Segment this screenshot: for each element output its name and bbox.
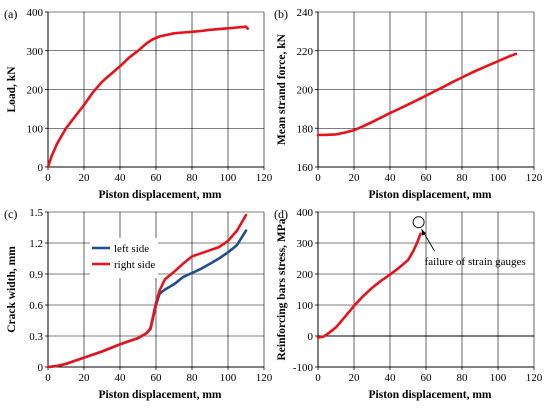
y-axis-title: Load, kN [6,66,18,113]
x-tick-label: 60 [151,372,163,384]
y-tick-label: 1.2 [29,238,43,250]
y-tick-label: 200 [27,85,44,97]
y-tick-label: 0 [38,162,44,174]
annotation-arrowhead [421,229,427,236]
y-tick-label: 100 [297,300,314,312]
x-tick-label: 60 [151,172,163,184]
panel-letter: (c) [4,207,17,221]
x-tick-label: 0 [315,172,321,184]
y-tick-label: -100 [293,362,314,374]
legend-label: left side [114,243,149,255]
panel-letter: (a) [4,7,17,21]
x-tick-label: 40 [115,172,127,184]
x-tick-label: 100 [490,172,507,184]
y-tick-label: 180 [297,123,314,135]
x-tick-label: 80 [187,172,199,184]
chart-panel-2: 0 20 40 60 80 100 120 160 180 200 220 240 Piston dis… [274,7,543,201]
x-tick-label: 100 [490,372,507,384]
y-tick-label: 200 [297,85,314,97]
panel-letter: (d) [274,207,288,221]
y-tick-label: 240 [297,7,314,19]
x-tick-label: 40 [385,372,397,384]
y-tick-label: 400 [297,207,314,219]
x-axis-title: Piston displacement, mm [99,189,222,201]
x-tick-label: 60 [421,172,433,184]
y-tick-label: 200 [297,269,314,281]
x-tick-label: 0 [315,372,321,384]
legend-box [90,238,158,278]
y-tick-label: 0 [308,331,314,343]
x-tick-label: 20 [349,372,361,384]
x-tick-label: 40 [385,172,397,184]
y-tick-label: 0.9 [29,269,43,281]
x-tick-label: 120 [256,372,273,384]
x-tick-label: 40 [115,372,127,384]
y-tick-label: 100 [27,123,44,135]
y-axis-title: Mean strand force, kN [276,33,288,145]
chart-panel-3: 0 20 40 60 80 100 120 0 0.3 0.6 0.9 1.2 1.5 Piston di… [4,207,273,401]
x-tick-label: 80 [187,372,199,384]
x-axis-title: Piston displacement, mm [99,389,222,401]
x-tick-label: 120 [526,172,543,184]
y-tick-label: 300 [27,46,44,58]
y-tick-label: 0.3 [29,331,43,343]
x-tick-label: 0 [45,172,51,184]
series-line-0 [316,52,518,137]
y-axis-title: Reinforcing bars stress, MPa [276,218,288,360]
chart-panel-1: 0 20 40 60 80 100 120 0 100 200 300 400 Piston displ… [4,7,273,201]
y-tick-label: 0 [38,362,44,374]
legend-label: right side [114,259,155,271]
y-tick-label: 1.5 [29,207,43,219]
panel-letter: (b) [274,7,288,21]
series-line-0 [46,25,250,169]
failure-circle-marker [412,216,425,229]
series-line-right-side [46,213,248,369]
x-axis-title: Piston displacement, mm [369,189,492,201]
x-tick-label: 80 [457,372,469,384]
x-tick-label: 80 [457,172,469,184]
y-axis-title: Crack width, mm [6,246,18,333]
x-tick-label: 20 [349,172,361,184]
x-axis-title: Piston displacement, mm [369,389,492,401]
x-tick-label: 60 [421,372,433,384]
x-tick-label: 0 [45,372,51,384]
y-tick-label: 160 [297,162,314,174]
y-tick-label: 400 [27,7,44,19]
y-tick-label: 220 [297,46,314,58]
series-line-0 [316,232,422,339]
x-tick-label: 120 [256,172,273,184]
y-tick-label: 0.6 [29,300,43,312]
x-tick-label: 100 [220,172,237,184]
x-tick-label: 20 [79,172,91,184]
x-tick-label: 120 [526,372,543,384]
annotation-text: failure of strain gauges [425,256,526,268]
y-tick-label: 300 [297,238,314,250]
x-tick-label: 100 [220,372,237,384]
x-tick-label: 20 [79,372,91,384]
